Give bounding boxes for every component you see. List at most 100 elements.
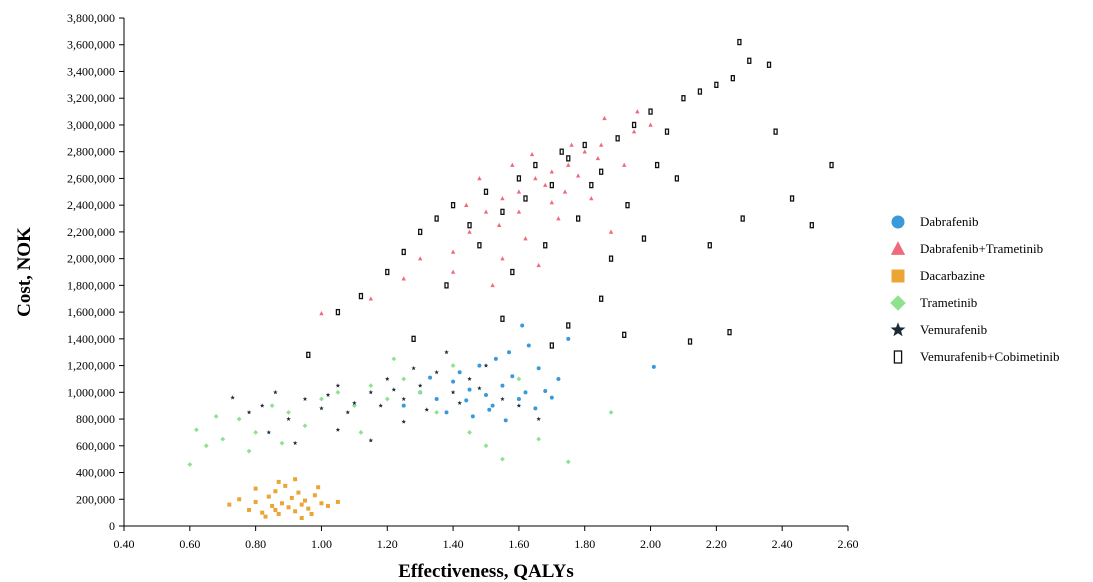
data-point: [766, 61, 772, 68]
data-point: [352, 400, 357, 405]
data-point: [286, 416, 291, 421]
data-point: [467, 430, 472, 435]
data-point: [516, 397, 521, 401]
data-point: [595, 155, 601, 161]
data-point: [631, 121, 637, 129]
data-point: [523, 195, 528, 202]
data-point: [681, 95, 686, 102]
data-point: [543, 388, 548, 393]
data-point: [516, 209, 522, 214]
data-point: [510, 268, 515, 276]
y-tick-label: 400,000: [76, 466, 115, 480]
data-point: [490, 282, 495, 288]
data-point: [326, 503, 331, 508]
y-tick-label: 200,000: [76, 492, 115, 506]
y-tick-label: 1,000,000: [67, 385, 115, 399]
data-point: [503, 418, 508, 423]
x-tick-label: 2.20: [706, 537, 727, 551]
data-point: [401, 276, 406, 281]
data-point: [582, 149, 587, 154]
data-point: [533, 406, 538, 411]
data-point: [450, 269, 456, 274]
data-point: [467, 387, 472, 392]
x-tick-label: 1.00: [311, 537, 332, 551]
data-point: [589, 196, 594, 201]
data-point: [368, 296, 374, 301]
series-vemurafenib-cobimetinib: [306, 38, 834, 359]
data-point: [203, 443, 209, 449]
data-point: [602, 115, 607, 121]
data-point: [444, 282, 449, 289]
data-point: [562, 189, 568, 194]
data-point: [391, 356, 397, 362]
data-point: [674, 175, 680, 182]
data-point: [434, 215, 439, 222]
data-point: [464, 398, 469, 403]
legend-label: Dabrafenib+Trametinib: [920, 241, 1043, 256]
data-point: [707, 242, 712, 249]
x-tick-label: 2.00: [640, 537, 661, 551]
legend-item: Dabrafenib: [891, 214, 978, 229]
data-point: [464, 202, 469, 207]
data-point: [450, 389, 456, 395]
data-point: [401, 376, 407, 382]
series-trametinib: [187, 356, 614, 467]
data-point: [500, 383, 505, 388]
data-point: [533, 161, 538, 169]
data-point: [484, 392, 488, 397]
data-point: [648, 108, 653, 115]
data-point: [335, 427, 341, 432]
data-point: [378, 403, 383, 408]
data-point: [477, 176, 482, 181]
data-point: [520, 323, 525, 328]
data-point: [247, 507, 252, 512]
series-layer: [187, 38, 834, 520]
x-tick-label: 0.80: [245, 537, 266, 551]
data-point: [533, 176, 538, 181]
data-point: [599, 295, 604, 302]
series-dabrafenib-trametinib: [319, 109, 653, 316]
data-point: [575, 215, 581, 222]
data-point: [302, 423, 308, 429]
data-point: [622, 331, 627, 338]
data-point: [384, 396, 390, 402]
x-tick-label: 1.20: [377, 537, 398, 551]
data-point: [529, 151, 535, 157]
data-point: [500, 208, 505, 215]
x-tick-label: 0.40: [114, 537, 135, 551]
legend-label: Dabrafenib: [920, 214, 978, 229]
legend-item: Trametinib: [890, 295, 977, 311]
data-point: [213, 413, 219, 419]
data-point: [325, 392, 331, 397]
data-point: [401, 248, 406, 256]
data-point: [269, 403, 275, 409]
data-point: [483, 363, 489, 368]
data-point: [276, 479, 281, 484]
series-dacarbazine: [227, 477, 340, 520]
x-axis-title: Effectiveness, QALYs: [398, 561, 574, 582]
y-ticks: 0 200,000 400,000 600,000 800,000 1,000,000 1,…: [67, 11, 124, 533]
data-point: [246, 448, 252, 454]
data-point: [266, 430, 272, 435]
data-point: [467, 376, 472, 381]
data-point: [450, 202, 456, 209]
data-point: [292, 440, 298, 446]
data-point: [358, 292, 364, 300]
y-tick-label: 2,600,000: [67, 171, 115, 185]
data-point: [260, 510, 265, 515]
data-point: [273, 489, 278, 494]
data-point: [549, 200, 555, 205]
data-point: [608, 229, 614, 234]
data-point: [598, 142, 604, 147]
data-point: [470, 414, 475, 419]
data-point: [467, 229, 472, 234]
data-point: [418, 228, 423, 236]
y-tick-label: 2,400,000: [67, 198, 115, 212]
data-point: [457, 370, 462, 375]
data-point: [451, 379, 456, 384]
data-point: [309, 511, 314, 516]
data-point: [253, 430, 259, 435]
data-point: [615, 135, 620, 142]
data-point: [500, 256, 505, 261]
data-point: [641, 235, 647, 242]
